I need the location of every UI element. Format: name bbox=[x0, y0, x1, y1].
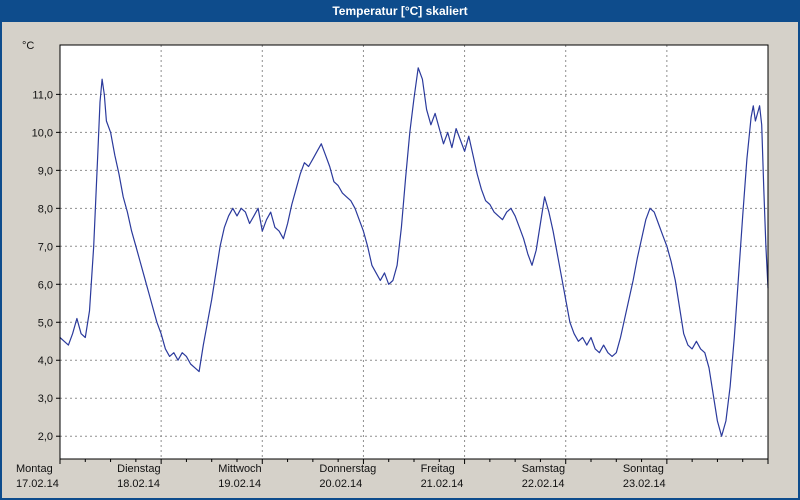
x-day-label: Freitag bbox=[421, 463, 455, 475]
x-date-label: 21.02.14 bbox=[421, 478, 464, 490]
x-date-label: 23.02.14 bbox=[623, 478, 666, 490]
y-tick-label: 5,0 bbox=[38, 317, 53, 329]
plot-area bbox=[60, 45, 768, 459]
chart-canvas: 11,0 10,0 9,0 8,0 7,0 6,0 5,0 4,0 3,0 2,0 Montag 17… bbox=[16, 40, 769, 490]
y-axis-unit-label: °C bbox=[22, 40, 34, 52]
x-day-label: Sonntag bbox=[623, 463, 664, 475]
x-date-label: 20.02.14 bbox=[319, 478, 362, 490]
x-date-label: 19.02.14 bbox=[218, 478, 261, 490]
y-tick-label: 9,0 bbox=[38, 165, 53, 177]
y-tick-label: 8,0 bbox=[38, 203, 53, 215]
x-date-label: 18.02.14 bbox=[117, 478, 160, 490]
x-day-label: Montag bbox=[16, 463, 53, 475]
x-day-label: Dienstag bbox=[117, 463, 160, 475]
temperature-line bbox=[59, 67, 769, 437]
chart-title: Temperatur [°C] skaliert bbox=[332, 4, 468, 18]
plot-border bbox=[59, 44, 769, 460]
y-tick-label: 2,0 bbox=[38, 431, 53, 443]
x-date-label: 17.02.14 bbox=[16, 478, 59, 490]
x-day-label: Donnerstag bbox=[319, 463, 376, 475]
title-bar: Temperatur [°C] skaliert bbox=[2, 0, 798, 22]
y-tick-label: 3,0 bbox=[38, 393, 53, 405]
x-day-label: Samstag bbox=[522, 463, 565, 475]
y-tick-label: 7,0 bbox=[38, 241, 53, 253]
y-tick-label: 4,0 bbox=[38, 355, 53, 367]
y-tick-label: 6,0 bbox=[38, 279, 53, 291]
x-date-label: 22.02.14 bbox=[522, 478, 565, 490]
y-tick-label: 10,0 bbox=[32, 127, 53, 139]
x-day-label: Mittwoch bbox=[218, 463, 261, 475]
y-tick-label: 11,0 bbox=[32, 89, 53, 101]
